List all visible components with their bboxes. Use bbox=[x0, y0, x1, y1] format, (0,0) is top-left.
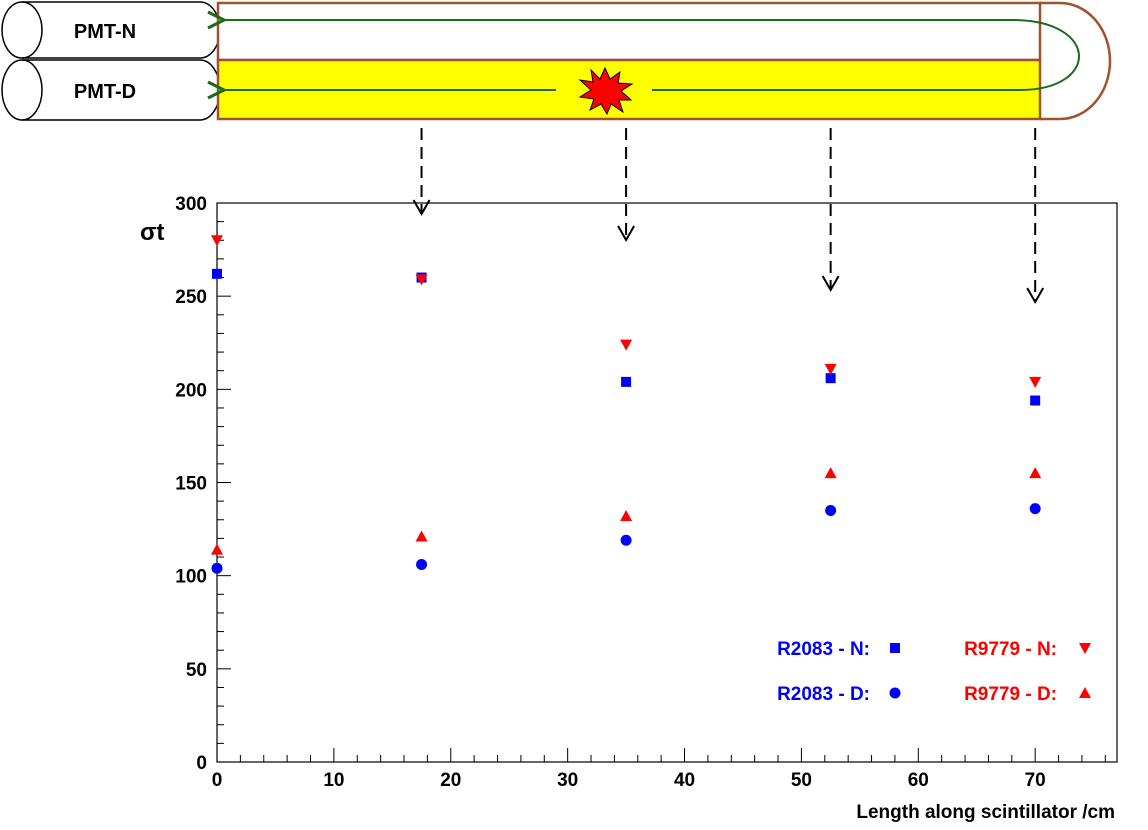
x-tick-label: 50 bbox=[791, 770, 812, 791]
x-tick-label: 40 bbox=[674, 770, 695, 791]
data-point bbox=[415, 530, 428, 542]
data-point bbox=[211, 562, 223, 574]
x-tick-label: 70 bbox=[1025, 770, 1046, 791]
data-point bbox=[824, 363, 837, 375]
dashed-arrow-head bbox=[412, 199, 431, 217]
position-arrows bbox=[412, 128, 1045, 305]
legend-marker bbox=[890, 643, 900, 653]
legend-entry-label: R2083 - N: bbox=[777, 639, 870, 660]
data-point bbox=[1029, 503, 1041, 515]
y-tick-label: 100 bbox=[175, 567, 207, 588]
legend: R2083 - N: R9779 - N: R2083 - D: R9779 - D: bbox=[777, 639, 1091, 705]
y-axis: 0 50 100 150 200 250 300 bbox=[175, 194, 231, 774]
plot-frame bbox=[216, 202, 1118, 763]
data-point bbox=[1029, 376, 1042, 388]
reflector-end-cap bbox=[1040, 1, 1112, 121]
y-tick-label: 200 bbox=[175, 380, 207, 401]
data-point bbox=[620, 510, 633, 522]
x-tick-label: 20 bbox=[440, 770, 461, 791]
flash-icon bbox=[578, 66, 634, 116]
x-tick-label: 60 bbox=[908, 770, 929, 791]
x-tick-label: 30 bbox=[557, 770, 578, 791]
x-axis: 0 10 20 30 40 50 60 70 bbox=[212, 748, 1106, 791]
y-tick-label: 0 bbox=[196, 753, 207, 774]
data-point bbox=[620, 534, 632, 546]
data-point bbox=[1029, 467, 1042, 479]
data-point bbox=[621, 376, 632, 387]
legend-entry-label: R9779 - D: bbox=[964, 684, 1057, 705]
legend-entry-label: R2083 - D: bbox=[777, 684, 870, 705]
reflected-light-path bbox=[652, 19, 1080, 91]
dashed-arrow-head bbox=[821, 275, 840, 293]
dashed-arrow-head bbox=[1026, 287, 1045, 305]
data-point bbox=[825, 373, 836, 384]
legend-marker bbox=[1079, 643, 1091, 654]
y-axis-label: σt bbox=[140, 219, 164, 246]
x-tick-label: 10 bbox=[323, 770, 344, 791]
legend-marker bbox=[889, 687, 901, 699]
data-point bbox=[415, 274, 428, 286]
data-point bbox=[212, 268, 222, 279]
data-point bbox=[416, 558, 428, 570]
y-tick-label: 300 bbox=[175, 194, 207, 215]
pmt-d-cylinder: PMT-D bbox=[1, 59, 221, 121]
upper-light-guide-bar bbox=[216, 1, 1042, 62]
dashed-arrow-head bbox=[617, 225, 635, 243]
scintillator-diagram: PMT-N PMT-D bbox=[1, 1, 1112, 305]
y-tick-label: 150 bbox=[175, 474, 207, 495]
data-point bbox=[824, 467, 837, 479]
data-point bbox=[1030, 395, 1041, 406]
legend-entry-label: R9779 - N: bbox=[964, 639, 1057, 660]
data-points bbox=[211, 235, 1042, 574]
data-point bbox=[825, 504, 837, 516]
data-point bbox=[620, 339, 633, 351]
y-tick-label: 50 bbox=[186, 660, 207, 681]
data-point bbox=[211, 235, 223, 247]
timing-resolution-chart: 0 50 100 150 200 250 300 0 10 20 30 40 50 60 70 σt Le… bbox=[140, 194, 1118, 823]
y-tick-label: 250 bbox=[175, 287, 207, 308]
x-axis-label: Length along scintillator /cm bbox=[856, 802, 1115, 823]
x-tick-label: 0 bbox=[212, 770, 223, 791]
pmt-n-cylinder: PMT-N bbox=[1, 1, 221, 59]
legend-marker bbox=[1079, 687, 1091, 698]
data-point bbox=[211, 543, 223, 555]
pmt-d-label: PMT-D bbox=[74, 81, 136, 103]
pmt-n-label: PMT-N bbox=[74, 21, 136, 43]
